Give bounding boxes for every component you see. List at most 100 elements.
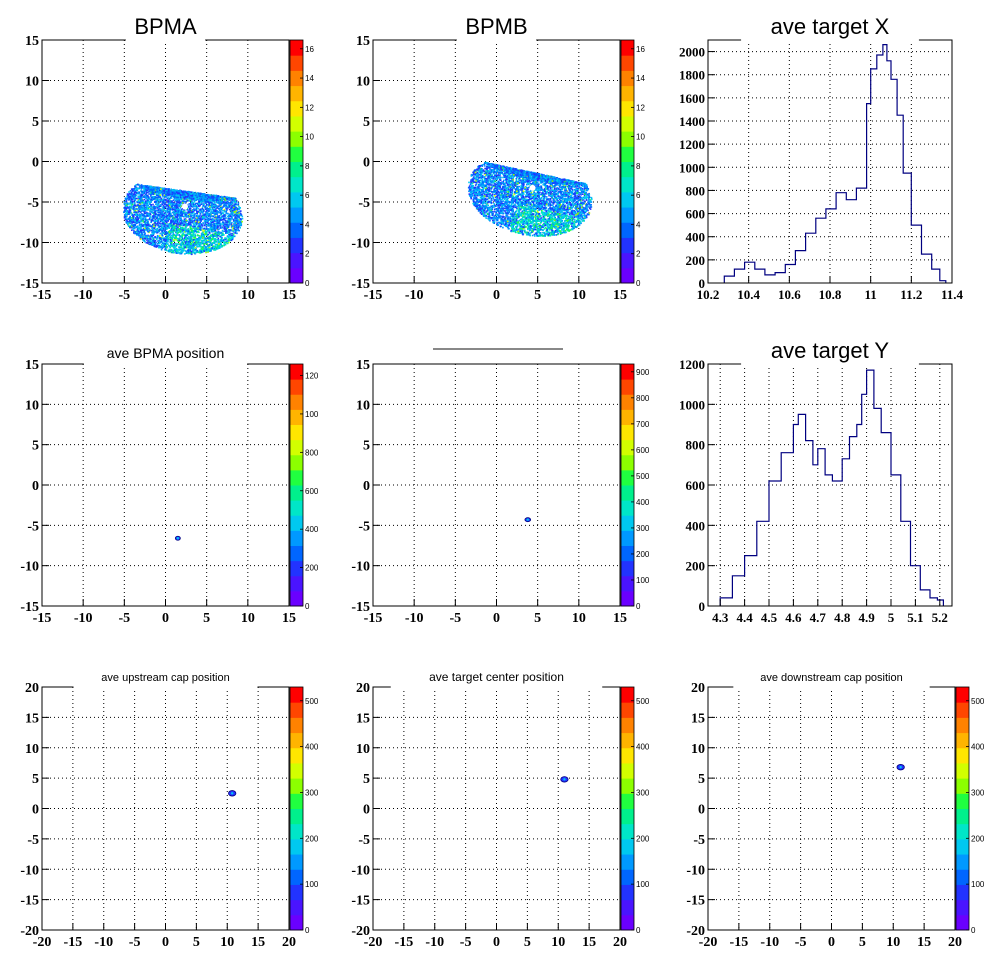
bpma-cell [164, 203, 166, 205]
bpma-cell [191, 238, 193, 240]
bpma-cell [190, 236, 192, 238]
bpma-cell [130, 208, 132, 210]
bpma-cell [175, 243, 177, 245]
bpma-cell [202, 232, 204, 234]
bpma-cell [169, 203, 171, 205]
bpma-cell [199, 235, 201, 237]
bpma-cell [126, 204, 128, 206]
bpma-cell [185, 235, 187, 237]
bpma-cell [134, 197, 136, 199]
bpma-cell [235, 229, 237, 231]
bpma-cell [174, 249, 176, 251]
bpma-cell [170, 200, 172, 202]
bpma-cell [228, 216, 230, 218]
bpma-cell [149, 236, 151, 238]
bpma-cell [233, 231, 235, 233]
bpma-cell [195, 203, 197, 205]
bpma-cell [208, 239, 210, 241]
bpma-cell [173, 202, 175, 204]
bpma-cell [175, 251, 177, 253]
bpma-cell [207, 251, 209, 253]
bpma-cell [199, 212, 201, 214]
bpma-cell [198, 252, 200, 254]
bpma-cell [182, 238, 184, 240]
bpma-cell [164, 243, 166, 245]
bpma-cell [154, 236, 156, 238]
bpma-cell [146, 238, 148, 240]
bpma-cell [200, 217, 202, 219]
bpma-cell [132, 195, 134, 197]
bpma-cell [171, 225, 173, 227]
bpma-cell [129, 193, 131, 195]
bpma-cell [206, 219, 208, 221]
bpma-cell [202, 246, 204, 248]
bpma-cell [182, 252, 184, 254]
bpma-cell [192, 217, 194, 219]
bpma-cell [189, 199, 191, 201]
bpma-cell [225, 220, 227, 222]
bpma-cell [195, 199, 197, 201]
bpma-cell [171, 215, 173, 217]
bpma-cell [219, 203, 221, 205]
bpma-cell [155, 220, 157, 222]
bpma-cell [217, 232, 219, 234]
bpma-cell [185, 225, 187, 227]
bpma-cell [177, 244, 179, 246]
bpma-cell [137, 225, 139, 227]
bpma-cell [196, 232, 198, 234]
bpma-cell [205, 217, 207, 219]
bpma-cell [188, 251, 190, 253]
bpma-cell [200, 246, 202, 248]
bpma-cell [175, 211, 177, 213]
bpma-cell [209, 206, 211, 208]
bpma-cell [173, 223, 175, 225]
bpma-cell [198, 211, 200, 213]
bpma-cell [238, 211, 240, 213]
bpma-cell [137, 204, 139, 206]
bpma-cell [179, 222, 181, 224]
bpma-cell [234, 219, 236, 221]
bpma-cell [173, 243, 175, 245]
bpma-cell [202, 225, 204, 227]
bpma-cell [155, 199, 157, 201]
bpma-cell [196, 213, 198, 215]
bpma-cell [227, 207, 229, 209]
bpma-cell [225, 232, 227, 234]
bpma-cell [227, 206, 229, 208]
bpma-cell [211, 194, 213, 196]
bpma-cell [133, 194, 135, 196]
bpma-cell [206, 204, 208, 206]
bpma-cell [203, 228, 205, 230]
bpma-cell [141, 184, 143, 186]
bpma-cell [172, 192, 174, 194]
bpma-cell [222, 230, 224, 232]
bpma-cell [142, 214, 144, 216]
bpma-cell [144, 230, 146, 232]
bpma-cell [165, 221, 167, 223]
bpma-cell [139, 198, 141, 200]
bpma-cell [231, 203, 233, 205]
bpma-cell [133, 198, 135, 200]
bpma-cell [157, 212, 159, 214]
bpma-cell [206, 225, 208, 227]
bpma-cell [202, 251, 204, 253]
bpma-cell [128, 191, 130, 193]
bpma-cell [205, 198, 207, 200]
bpma-cell [242, 216, 244, 218]
bpma-cell [179, 252, 181, 254]
bpma-cell [167, 223, 169, 225]
bpma-cell [158, 240, 160, 242]
bpma-cell [162, 227, 164, 229]
bpma-cell [140, 230, 142, 232]
bpma-cell [177, 233, 179, 235]
bpma-cell [162, 204, 164, 206]
bpma-cell [226, 230, 228, 232]
bpma-cell [180, 235, 182, 237]
bpma-cell [159, 222, 161, 224]
bpma-cell [231, 223, 233, 225]
bpma-cell [193, 224, 195, 226]
bpma-cell [183, 235, 185, 237]
bpma-cell [181, 236, 183, 238]
bpma-cell [222, 219, 224, 221]
bpma-cell [225, 242, 227, 244]
